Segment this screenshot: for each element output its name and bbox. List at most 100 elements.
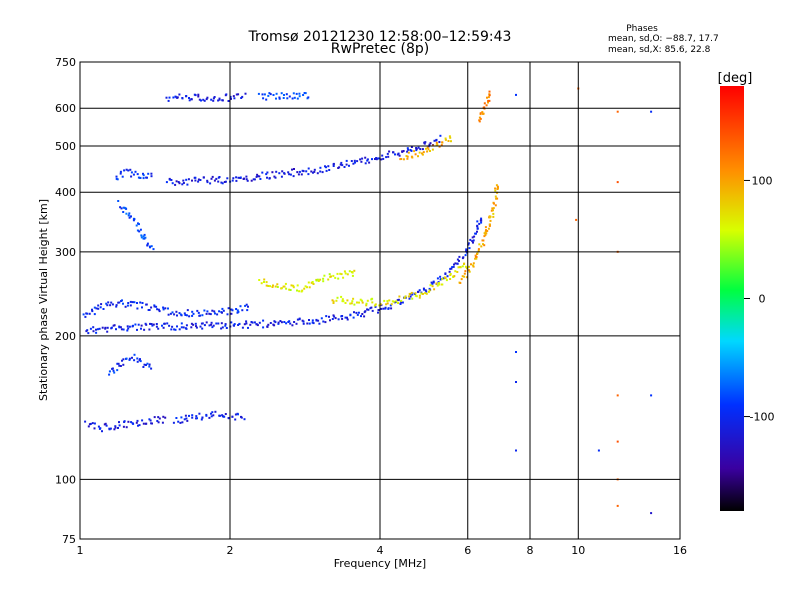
data-point xyxy=(199,325,202,328)
data-point xyxy=(237,413,239,416)
data-point xyxy=(252,178,255,181)
data-point xyxy=(411,297,414,300)
data-point xyxy=(482,239,485,242)
data-point xyxy=(237,176,240,179)
chart-subtitle: RwPretec (8p) xyxy=(331,41,429,57)
data-point xyxy=(211,411,214,414)
data-point xyxy=(243,177,246,180)
data-point xyxy=(415,148,418,150)
data-point xyxy=(420,292,423,295)
data-point xyxy=(181,183,184,186)
data-point xyxy=(233,323,236,326)
data-point xyxy=(459,266,462,269)
data-point xyxy=(130,175,133,178)
data-point xyxy=(484,234,487,236)
data-point xyxy=(357,311,360,314)
data-point xyxy=(349,302,352,305)
data-point xyxy=(449,136,452,139)
data-point xyxy=(330,275,332,278)
data-point xyxy=(143,363,146,366)
data-point xyxy=(153,304,156,307)
data-point xyxy=(240,97,243,99)
data-point xyxy=(93,313,96,316)
data-point xyxy=(169,312,172,315)
data-point xyxy=(210,323,213,326)
data-point xyxy=(140,327,142,330)
data-point xyxy=(454,270,457,273)
data-point xyxy=(515,449,517,452)
data-point xyxy=(181,421,184,424)
data-point xyxy=(269,285,272,288)
data-point xyxy=(308,286,311,289)
data-point xyxy=(373,304,376,307)
data-point xyxy=(352,162,355,165)
data-point xyxy=(284,282,287,285)
data-point xyxy=(180,322,183,325)
data-point xyxy=(414,153,417,156)
data-point xyxy=(127,302,130,304)
data-point xyxy=(133,353,136,356)
data-point xyxy=(438,283,441,286)
data-point xyxy=(133,359,136,362)
data-point xyxy=(166,322,169,325)
data-point xyxy=(650,394,653,397)
data-point xyxy=(296,171,299,174)
data-point xyxy=(105,302,108,305)
data-point xyxy=(353,269,356,272)
data-point xyxy=(263,93,266,96)
data-point xyxy=(458,255,461,258)
data-point xyxy=(363,315,366,318)
data-point xyxy=(122,302,124,305)
data-point xyxy=(175,417,178,419)
data-point xyxy=(138,424,141,427)
data-point xyxy=(487,96,490,99)
data-point xyxy=(239,176,242,179)
data-point xyxy=(280,175,283,178)
data-point xyxy=(95,307,98,310)
data-point xyxy=(404,295,407,298)
data-point xyxy=(120,207,123,210)
data-point xyxy=(377,311,379,314)
data-point xyxy=(469,238,472,241)
data-point xyxy=(163,322,166,325)
data-point xyxy=(125,168,128,171)
data-point xyxy=(328,273,331,276)
y-axis-label: Stationary phase Virtual Height [km] xyxy=(37,199,50,401)
data-point xyxy=(89,327,92,330)
x-axis-ticks: 1 2 4 6 8 10 16 xyxy=(77,544,688,557)
data-point xyxy=(339,272,342,275)
data-point xyxy=(374,303,377,306)
data-point xyxy=(185,178,188,181)
data-point xyxy=(396,301,399,304)
data-point xyxy=(328,315,330,318)
data-point xyxy=(139,301,142,304)
data-point xyxy=(185,95,188,97)
data-point xyxy=(191,416,194,419)
data-point xyxy=(157,327,160,330)
data-point xyxy=(183,418,186,421)
data-point xyxy=(221,311,223,314)
data-point xyxy=(481,111,484,114)
data-point xyxy=(306,322,309,325)
data-point xyxy=(311,319,314,322)
data-point xyxy=(197,311,200,314)
data-point xyxy=(106,326,109,329)
data-point xyxy=(243,418,246,421)
data-point xyxy=(339,163,342,166)
data-point xyxy=(117,200,120,202)
data-point xyxy=(515,351,517,353)
data-point xyxy=(366,158,369,161)
data-point xyxy=(268,177,271,180)
data-point xyxy=(489,215,492,218)
data-point xyxy=(341,164,344,167)
data-point xyxy=(165,181,168,184)
data-point xyxy=(180,416,183,419)
data-point xyxy=(452,265,455,268)
data-point xyxy=(92,330,95,333)
data-point xyxy=(360,315,362,318)
data-point xyxy=(273,175,276,178)
data-point xyxy=(312,283,315,285)
data-point xyxy=(135,224,138,227)
data-point xyxy=(186,309,189,312)
data-point xyxy=(142,177,145,180)
